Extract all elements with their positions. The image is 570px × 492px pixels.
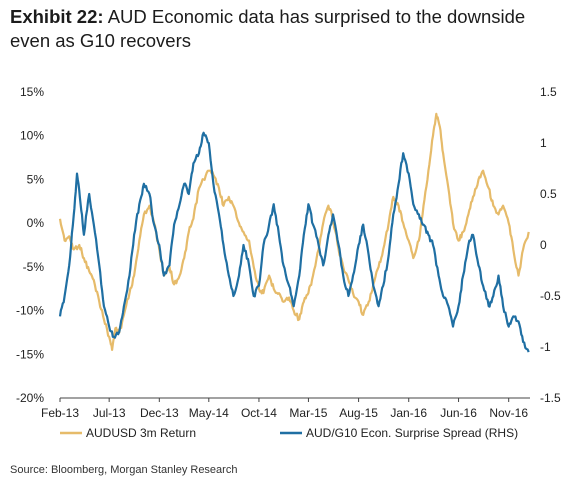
legend: AUDUSD 3m Return AUD/G10 Econ. Surprise S… [60, 426, 518, 440]
series-layer [58, 112, 530, 353]
x-tick-label: Nov-16 [489, 406, 528, 420]
left-y-tick-label: -10% [16, 304, 44, 318]
right-y-tick-label: 1.5 [540, 85, 557, 99]
x-tick-label: Jun-16 [440, 406, 477, 420]
x-tick-label: Feb-13 [41, 406, 79, 420]
left-y-tick-label: 5% [27, 172, 45, 186]
left-y-tick-label: 10% [20, 129, 44, 143]
page-title: Exhibit 22: AUD Economic data has surpri… [10, 5, 560, 53]
x-tick-label: Jan-16 [390, 406, 427, 420]
x-tick-label: May-14 [189, 406, 229, 420]
left-y-tick-label: 15% [20, 85, 44, 99]
legend-label: AUDUSD 3m Return [86, 426, 196, 440]
left-y-tick-label: -5% [23, 260, 45, 274]
left-y-tick-label: -15% [16, 347, 44, 361]
series-line-surprise-spread [58, 131, 530, 353]
x-axis: Feb-13 Jul-13 Dec-13 May-14 Oct-14 Mar-15 Aug-… [41, 397, 530, 420]
right-y-tick-label: -1 [540, 340, 551, 354]
series-line-audusd [58, 112, 530, 351]
right-y-tick-label: -0.5 [540, 289, 561, 303]
source-note: Source: Bloomberg, Morgan Stanley Resear… [10, 464, 238, 476]
title-text: AUD Economic data has surprised to the d… [10, 6, 526, 51]
right-y-tick-label: -1.5 [540, 391, 561, 405]
left-y-axis: 15% 10% 5% 0% -5% -10% -15% -20% [16, 85, 44, 405]
left-y-tick-label: -20% [16, 391, 44, 405]
right-y-tick-label: 1 [540, 136, 547, 150]
right-y-tick-label: 0 [540, 238, 547, 252]
right-y-tick-label: 0.5 [540, 187, 557, 201]
x-tick-label: Mar-15 [289, 406, 327, 420]
x-tick-label: Dec-13 [140, 406, 179, 420]
x-tick-label: Oct-14 [241, 406, 277, 420]
legend-label: AUD/G10 Econ. Surprise Spread (RHS) [306, 426, 518, 440]
exhibit-label: Exhibit 22: [10, 6, 104, 27]
right-y-axis: 1.5 1 0.5 0 -0.5 -1 -1.5 [540, 85, 561, 405]
x-tick-label: Aug-15 [339, 406, 378, 420]
left-y-tick-label: 0% [27, 216, 45, 230]
x-tick-label: Jul-13 [93, 406, 126, 420]
